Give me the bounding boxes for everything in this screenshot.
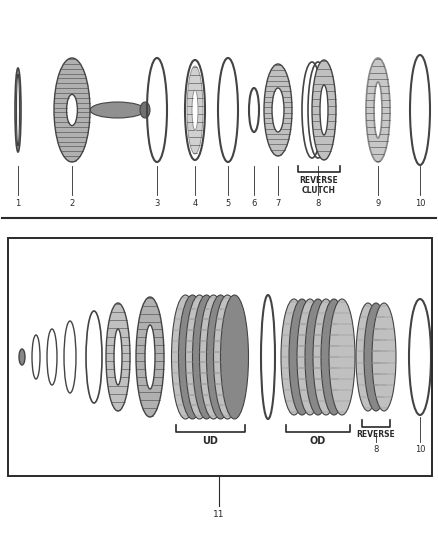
Ellipse shape xyxy=(199,295,227,419)
Ellipse shape xyxy=(19,349,25,365)
Ellipse shape xyxy=(179,295,206,419)
Text: UD: UD xyxy=(202,436,218,446)
Ellipse shape xyxy=(289,299,315,415)
Ellipse shape xyxy=(187,66,203,154)
Ellipse shape xyxy=(114,329,122,385)
Text: CLUTCH: CLUTCH xyxy=(302,186,336,195)
Ellipse shape xyxy=(305,299,331,415)
Ellipse shape xyxy=(145,325,155,389)
Text: 10: 10 xyxy=(415,199,425,208)
Ellipse shape xyxy=(281,299,307,415)
Ellipse shape xyxy=(192,90,198,130)
Ellipse shape xyxy=(313,299,339,415)
Text: OD: OD xyxy=(310,436,326,446)
Ellipse shape xyxy=(54,58,90,162)
Text: 6: 6 xyxy=(251,199,257,208)
Text: REVERSE: REVERSE xyxy=(300,176,339,185)
Text: 8: 8 xyxy=(373,445,379,454)
Ellipse shape xyxy=(186,295,213,419)
Ellipse shape xyxy=(106,303,130,411)
Ellipse shape xyxy=(356,303,380,411)
Ellipse shape xyxy=(206,295,234,419)
Text: 1: 1 xyxy=(15,199,21,208)
Ellipse shape xyxy=(264,64,292,156)
Ellipse shape xyxy=(372,303,396,411)
Text: 9: 9 xyxy=(375,199,381,208)
Ellipse shape xyxy=(15,68,21,152)
Text: 2: 2 xyxy=(69,199,74,208)
Ellipse shape xyxy=(220,295,248,419)
Text: 8: 8 xyxy=(315,199,321,208)
Ellipse shape xyxy=(374,82,382,138)
Ellipse shape xyxy=(140,102,150,118)
Ellipse shape xyxy=(329,299,355,415)
Bar xyxy=(8,238,432,476)
Ellipse shape xyxy=(297,299,323,415)
Ellipse shape xyxy=(364,303,388,411)
Ellipse shape xyxy=(192,295,220,419)
Ellipse shape xyxy=(172,295,199,419)
Ellipse shape xyxy=(320,85,328,135)
Ellipse shape xyxy=(213,295,241,419)
Text: 4: 4 xyxy=(192,199,198,208)
Ellipse shape xyxy=(272,88,284,132)
Text: 10: 10 xyxy=(415,445,425,454)
Ellipse shape xyxy=(136,297,164,417)
Ellipse shape xyxy=(90,102,145,118)
Ellipse shape xyxy=(17,74,20,146)
Text: 3: 3 xyxy=(154,199,160,208)
Text: REVERSE: REVERSE xyxy=(357,430,396,439)
Ellipse shape xyxy=(366,58,390,162)
Ellipse shape xyxy=(321,299,347,415)
Ellipse shape xyxy=(312,60,336,160)
Text: 11: 11 xyxy=(213,510,225,519)
Text: 5: 5 xyxy=(226,199,231,208)
Text: 7: 7 xyxy=(276,199,281,208)
Ellipse shape xyxy=(67,94,78,126)
